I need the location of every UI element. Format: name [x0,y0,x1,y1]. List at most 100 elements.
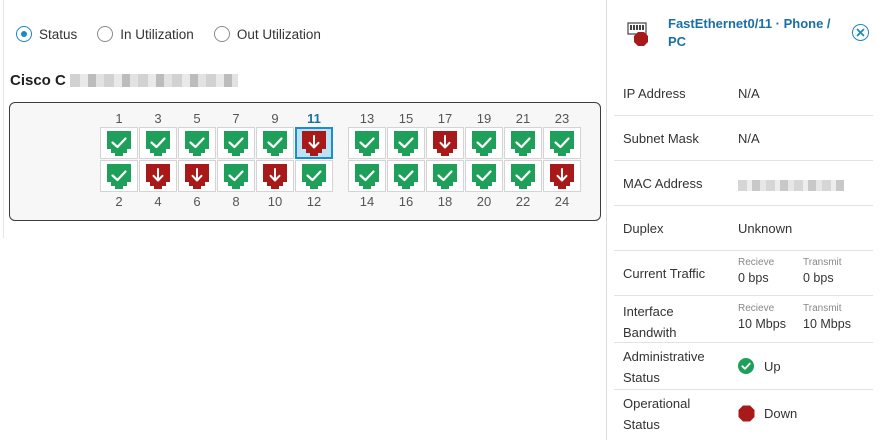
close-icon[interactable] [856,28,865,37]
port-12[interactable] [295,160,333,192]
duplex-row: Duplex Unknown [614,206,873,251]
port-17[interactable] [426,127,464,159]
duplex-label: Duplex [623,221,664,236]
port-down-icon [263,163,287,189]
port-19[interactable] [465,127,503,159]
port-11[interactable] [295,127,333,159]
bandwidth-transmit-caption: Transmit [803,303,842,314]
port-down-icon [185,163,209,189]
administrative-status-text: Up [764,358,781,374]
operational-status-label-line2: Status [623,417,660,432]
subnet-mask-label: Subnet Mask [623,131,699,146]
radio-status-indicator[interactable] [16,26,32,42]
port-10[interactable] [256,160,294,192]
operational-status-row: Operational Status Down [614,390,873,440]
device-title: Cisco C [10,72,238,89]
port-number-label: 20 [476,194,492,209]
operational-status-label-line1: Operational [623,396,691,411]
mac-address-row: MAC Address [614,161,873,206]
administrative-status-value: Up [738,358,781,374]
close-detail-button[interactable] [852,24,869,41]
ip-address-value: N/A [738,86,760,101]
port-up-icon [185,130,209,156]
port-up-icon [355,163,379,189]
port-4[interactable] [139,160,177,192]
port-16[interactable] [387,160,425,192]
port-down-icon [146,163,170,189]
port-up-icon [107,130,131,156]
port-23[interactable] [543,127,581,159]
radio-in-utilization[interactable]: In Utilization [97,26,194,42]
operational-status-text: Down [764,406,798,421]
port-detail-panel: FastEthernet0/11 · Phone / PC IP Address… [606,0,883,440]
port-number-label: 14 [359,194,375,209]
port-number-label: 16 [398,194,414,209]
port-number-label: 17 [437,111,453,126]
port-up-icon [224,163,248,189]
port-9[interactable] [256,127,294,159]
port-20[interactable] [465,160,503,192]
port-number-label: 21 [515,111,531,126]
radio-out-utilization[interactable]: Out Utilization [213,26,321,42]
port-21[interactable] [504,127,542,159]
radio-out-utilization-label: Out Utilization [236,26,321,42]
port-13[interactable] [348,127,386,159]
port-22[interactable] [504,160,542,192]
port-number-label: 7 [232,111,240,126]
interface-bandwidth-label-line1: Interface [623,304,674,319]
pane-divider [3,0,4,238]
port-15[interactable] [387,127,425,159]
bandwidth-transmit-value: 10 Mbps [803,317,851,331]
port-up-icon [394,130,418,156]
port-number-label: 11 [307,111,321,126]
subnet-mask-value: N/A [738,131,760,146]
port-1[interactable] [100,127,138,159]
port-up-icon [107,163,131,189]
switch-faceplate: 1 3 5 7 9 11 13 15 17 19 21 23 2 4 6 8 10 12 14 16 18 20 22 24 [9,102,601,221]
port-2[interactable] [100,160,138,192]
port-number-label: 19 [476,111,492,126]
port-18[interactable] [426,160,464,192]
status-up-icon [738,358,754,374]
port-number-label: 12 [306,194,322,209]
port-number-label: 8 [232,194,240,209]
radio-status[interactable]: Status [16,26,77,42]
ip-address-label: IP Address [623,86,686,101]
port-up-icon [511,130,535,156]
redacted-device-name [69,74,238,87]
traffic-receive-value: 0 bps [738,271,769,285]
interface-bandwidth-label: Interface Bandwith [623,301,676,343]
port-up-icon [394,163,418,189]
port-5[interactable] [178,127,216,159]
port-14[interactable] [348,160,386,192]
radio-status-label: Status [39,26,78,42]
port-up-icon [355,130,379,156]
interface-bandwidth-row: Interface Bandwith Recieve 10 Mbps Trans… [614,296,873,343]
port-number-label: 9 [271,111,279,126]
port-up-icon [472,130,496,156]
bandwidth-receive-value: 10 Mbps [738,317,786,331]
port-7[interactable] [217,127,255,159]
port-number-label: 3 [154,111,162,126]
port-number-label: 6 [193,194,201,209]
duplex-value: Unknown [738,221,793,236]
radio-out-utilization-indicator[interactable] [213,26,230,42]
view-mode-radio-group: Status In Utilization Out Utilization [16,26,341,42]
radio-in-utilization-indicator[interactable] [97,26,114,42]
bandwidth-receive-caption: Recieve [738,303,775,314]
port-8[interactable] [217,160,255,192]
bandwidth-receive: Recieve 10 Mbps [738,303,786,333]
port-6[interactable] [178,160,216,192]
port-number-label: 18 [437,194,453,209]
ip-address-row: IP Address N/A [614,70,873,116]
operational-status-label: Operational Status [623,393,690,435]
port-3[interactable] [139,127,177,159]
switch-view-pane: Status In Utilization Out Utilization Ci… [3,0,601,238]
port-number-label: 10 [267,194,283,209]
port-up-icon [472,163,496,189]
port-number-label: 1 [115,111,123,126]
port-24[interactable] [543,160,581,192]
bandwidth-transmit: Transmit 10 Mbps [803,303,851,333]
port-detail-header: FastEthernet0/11 · Phone / PC [607,0,883,70]
traffic-transmit-value: 0 bps [803,271,834,285]
